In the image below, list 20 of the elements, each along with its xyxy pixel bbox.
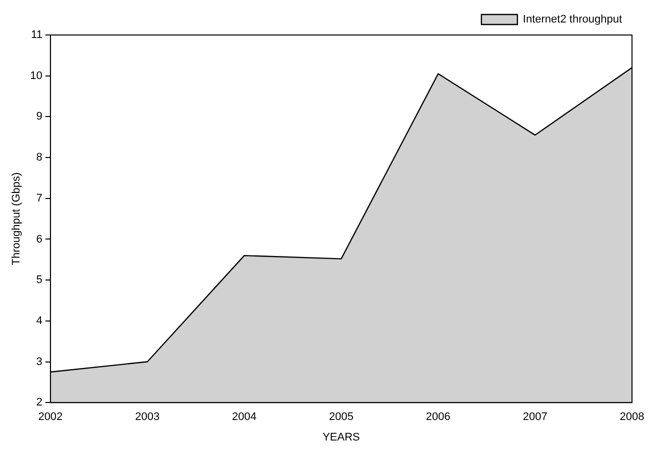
x-tick-label: 2007 <box>522 411 548 424</box>
y-tick-label: 10 <box>30 70 42 82</box>
y-tick-label: 6 <box>36 233 42 246</box>
y-tick-label: 3 <box>36 356 42 368</box>
x-tick-label: 2002 <box>38 411 63 424</box>
y-tick-label: 9 <box>36 110 42 123</box>
y-tick-label: 7 <box>36 192 42 204</box>
y-tick-label: 4 <box>36 314 42 327</box>
y-tick-label: 2 <box>36 396 42 409</box>
legend-label: Internet2 throughput <box>522 14 622 26</box>
y-tick-label: 5 <box>36 274 42 286</box>
x-tick-label: 2005 <box>328 411 354 424</box>
y-axis-title: Throughput (Gbps) <box>10 172 23 266</box>
y-tick-label: 11 <box>31 29 42 42</box>
x-tick-label: 2008 <box>620 411 644 424</box>
y-tick-label: 8 <box>36 152 42 164</box>
x-tick-label: 2006 <box>426 411 450 424</box>
x-tick-label: 2003 <box>135 411 160 424</box>
x-axis-title: YEARS <box>322 431 360 444</box>
x-tick-label: 2004 <box>232 411 257 424</box>
